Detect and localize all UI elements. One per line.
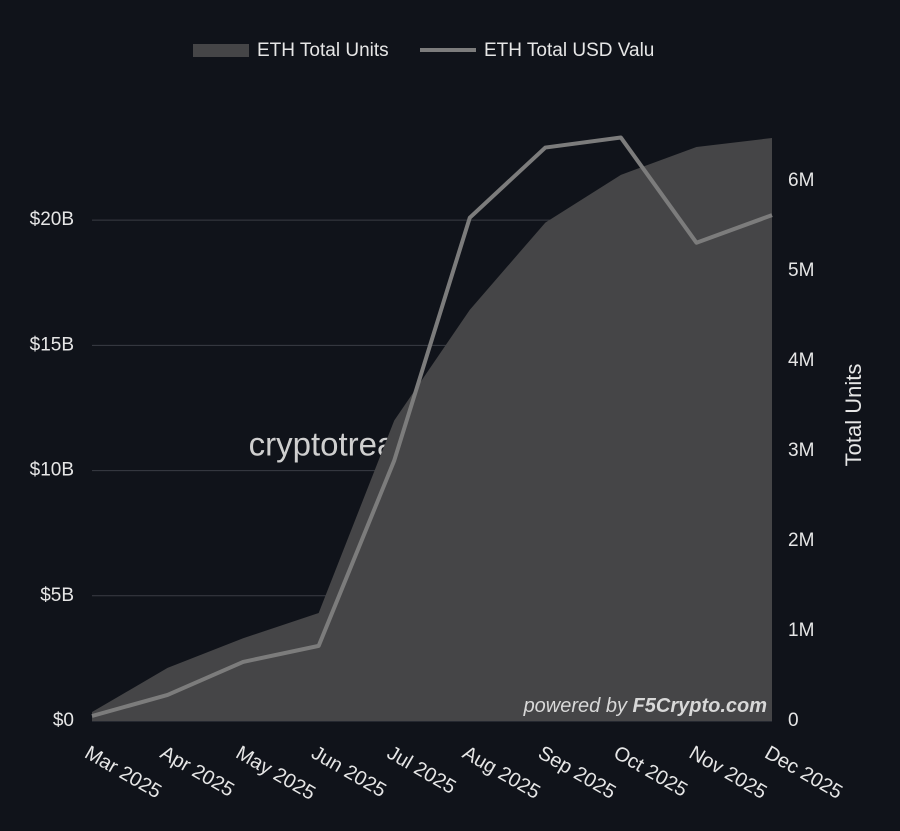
- area: [92, 137, 772, 721]
- legend-label: ETH Total USD Valu: [484, 40, 654, 61]
- x-tick-label: Nov 2025: [685, 742, 770, 804]
- legend-swatch: [193, 44, 249, 57]
- x-tick-label: Aug 2025: [459, 742, 544, 804]
- line: [91, 135, 773, 718]
- credit: powered by F5Crypto.com: [523, 695, 767, 717]
- x-tick-label: May 2025: [232, 742, 319, 805]
- y-tick-label: $15B: [30, 334, 74, 355]
- x-tick-label: Jun 2025: [308, 742, 390, 802]
- y2-tick-label: 5M: [788, 260, 814, 281]
- y2-axis-title: Total Units: [841, 364, 866, 467]
- y-tick-label: $10B: [30, 460, 74, 481]
- credit-brand: F5Crypto.com: [633, 695, 767, 717]
- y2-tick-label: 4M: [788, 350, 814, 371]
- x-tick-label: Sep 2025: [534, 742, 619, 804]
- legend-label: ETH Total Units: [257, 40, 389, 61]
- x-tick-label: Dec 2025: [761, 742, 846, 804]
- y2-tick-label: 2M: [788, 530, 814, 551]
- x-tick-label: Jul 2025: [383, 742, 459, 799]
- y2-tick-label: 1M: [788, 620, 814, 641]
- y2-tick-label: 6M: [788, 170, 814, 191]
- y-tick-label: $5B: [40, 585, 74, 606]
- x-tick-label: Mar 2025: [81, 742, 165, 803]
- credit-prefix: powered by: [523, 695, 628, 717]
- x-tick-label: Apr 2025: [156, 742, 237, 802]
- y2-tick-label: 0: [788, 710, 799, 731]
- y-tick-label: $0: [53, 710, 74, 731]
- x-tick-label: Oct 2025: [610, 742, 691, 802]
- y2-tick-label: 3M: [788, 440, 814, 461]
- y-tick-label: $20B: [30, 209, 74, 230]
